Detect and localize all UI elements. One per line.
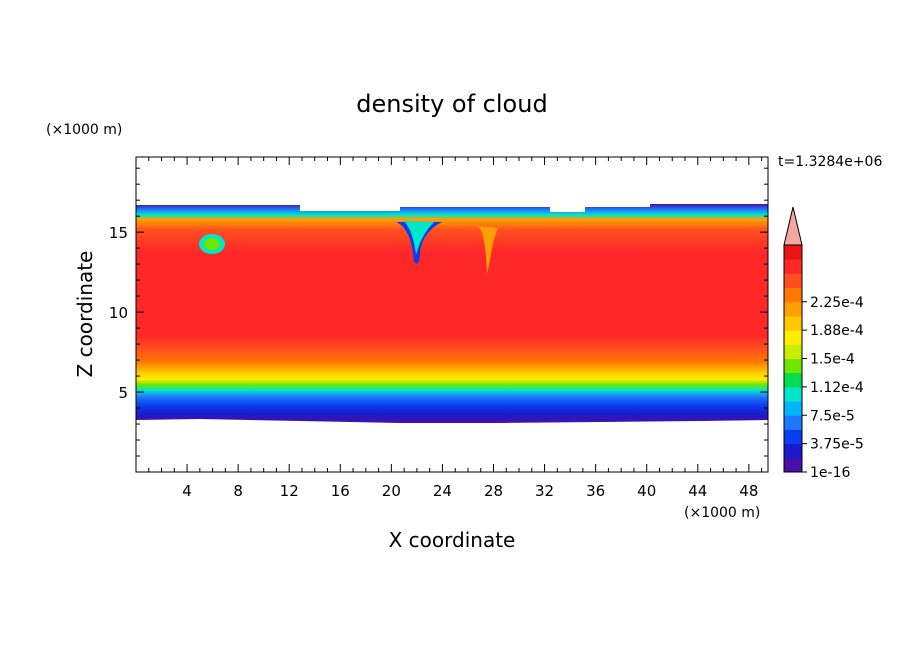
y-axis-label: Z coordinate [73, 251, 97, 378]
x-tick-label: 48 [739, 482, 758, 500]
cloud-layer [136, 204, 768, 423]
colorbar-level-label: 1.5e-4 [810, 352, 855, 368]
colorbar-labels: 1e-16 3.75e-5 7.5e-5 1.12e-4 1.5e-4 1.88e-4 2.… [802, 295, 864, 481]
x-tick-label: 8 [233, 482, 243, 500]
x-unit-label: (×1000 m) [684, 505, 760, 521]
x-axis-ticks: 4 8 12 16 20 24 28 32 36 40 44 48 [148, 157, 763, 500]
colorbar-swatch [784, 443, 802, 459]
colorbar-swatch [784, 287, 802, 303]
colorbar-swatch [784, 401, 802, 416]
chart-title: density of cloud [356, 90, 547, 118]
y-tick-label: 15 [109, 224, 128, 242]
colorbar-level-label: 7.5e-5 [810, 408, 855, 424]
x-axis-label: X coordinate [389, 528, 516, 552]
colorbar-swatch [784, 372, 802, 388]
plot-frame [135, 156, 769, 473]
colorbar-level-label: 1e-16 [810, 465, 850, 481]
x-tick-label: 32 [535, 482, 554, 500]
colorbar-swatch [784, 415, 802, 430]
x-tick-label: 40 [637, 482, 656, 500]
x-tick-label: 44 [688, 482, 707, 500]
colorbar-swatch [784, 429, 802, 445]
colorbar-swatch [784, 457, 802, 473]
colorbar-level-label: 1.12e-4 [810, 380, 864, 396]
colorbar-swatch [784, 330, 802, 345]
x-tick-label: 36 [586, 482, 605, 500]
x-tick-label: 12 [280, 482, 299, 500]
colorbar-swatch [784, 315, 802, 331]
x-tick-label: 20 [382, 482, 401, 500]
cloud-downdraft-edge [404, 221, 434, 255]
colorbar-swatch [784, 273, 802, 289]
colorbar-swatch [784, 344, 802, 359]
y-axis-ticks: 5 10 15 [109, 167, 768, 457]
y-unit-label: (×1000 m) [46, 122, 122, 138]
cloud-eddy-core [204, 238, 220, 250]
colorbar-level-label: 1.88e-4 [810, 323, 864, 339]
x-tick-label: 24 [433, 482, 452, 500]
colorbar-swatch [784, 301, 802, 317]
cloud-plume [478, 226, 498, 274]
time-label: t=1.3284e+06 [778, 154, 882, 170]
colorbar-swatch [784, 259, 802, 274]
y-tick-label: 10 [109, 304, 128, 322]
colorbar-swatch [784, 386, 802, 402]
colorbar-level-label: 2.25e-4 [810, 295, 864, 311]
colorbar [783, 206, 803, 473]
colorbar-swatch [784, 245, 802, 260]
x-tick-label: 16 [331, 482, 350, 500]
x-tick-label: 28 [484, 482, 503, 500]
density-field [136, 204, 768, 423]
colorbar-over-arrow [783, 206, 803, 246]
y-tick-label: 5 [118, 384, 128, 402]
colorbar-level-label: 3.75e-5 [810, 437, 864, 453]
x-tick-label: 4 [182, 482, 192, 500]
colorbar-swatch [784, 358, 802, 374]
